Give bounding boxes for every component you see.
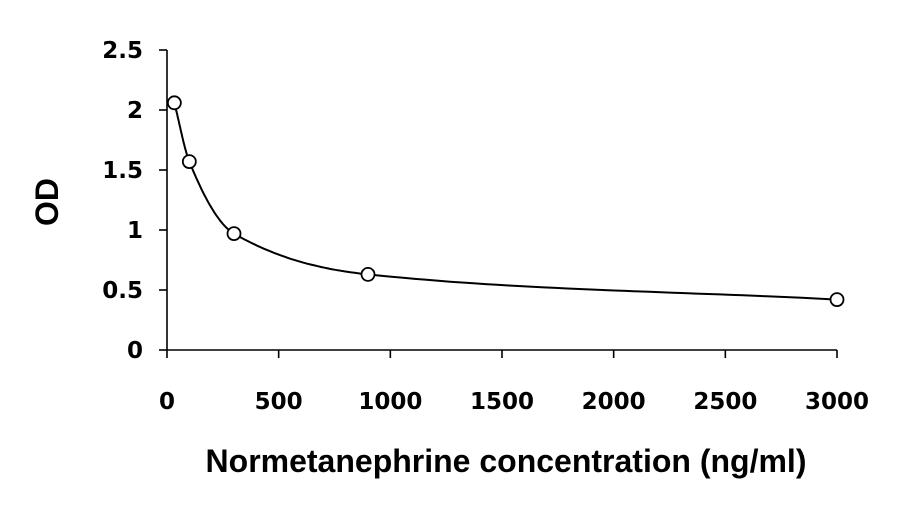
x-tick-label: 2000 [582, 389, 646, 415]
data-point [181, 154, 197, 170]
data-point [360, 266, 376, 282]
y-tick-label: 2 [127, 98, 143, 124]
x-tick-label: 1500 [470, 389, 534, 415]
fit-curve [173, 102, 838, 301]
fit-curve-layer [173, 102, 838, 301]
x-tick-label: 3000 [805, 389, 869, 415]
y-axis-title: OD [29, 178, 65, 226]
x-tick-label: 0 [159, 389, 175, 415]
y-tick-label: 0 [127, 338, 143, 364]
y-tick-label: 1.5 [102, 158, 143, 184]
axes [159, 49, 838, 358]
y-tick-label: 2.5 [102, 38, 143, 64]
tick-labels: 0 0.5 1 1.5 2 2.5 0 500 1000 1500 2000 2500 3000 [102, 38, 869, 415]
x-axis-title: Normetanephrine concentration (ng/ml) [206, 443, 807, 479]
y-tick-label: 1 [127, 218, 143, 244]
data-point [829, 292, 845, 308]
x-tick-label: 1000 [358, 389, 422, 415]
data-points [166, 95, 845, 308]
data-point [166, 95, 182, 111]
data-point [226, 226, 242, 242]
y-tick-label: 0.5 [102, 278, 143, 304]
x-tick-label: 2500 [693, 389, 757, 415]
x-tick-label: 500 [255, 389, 303, 415]
